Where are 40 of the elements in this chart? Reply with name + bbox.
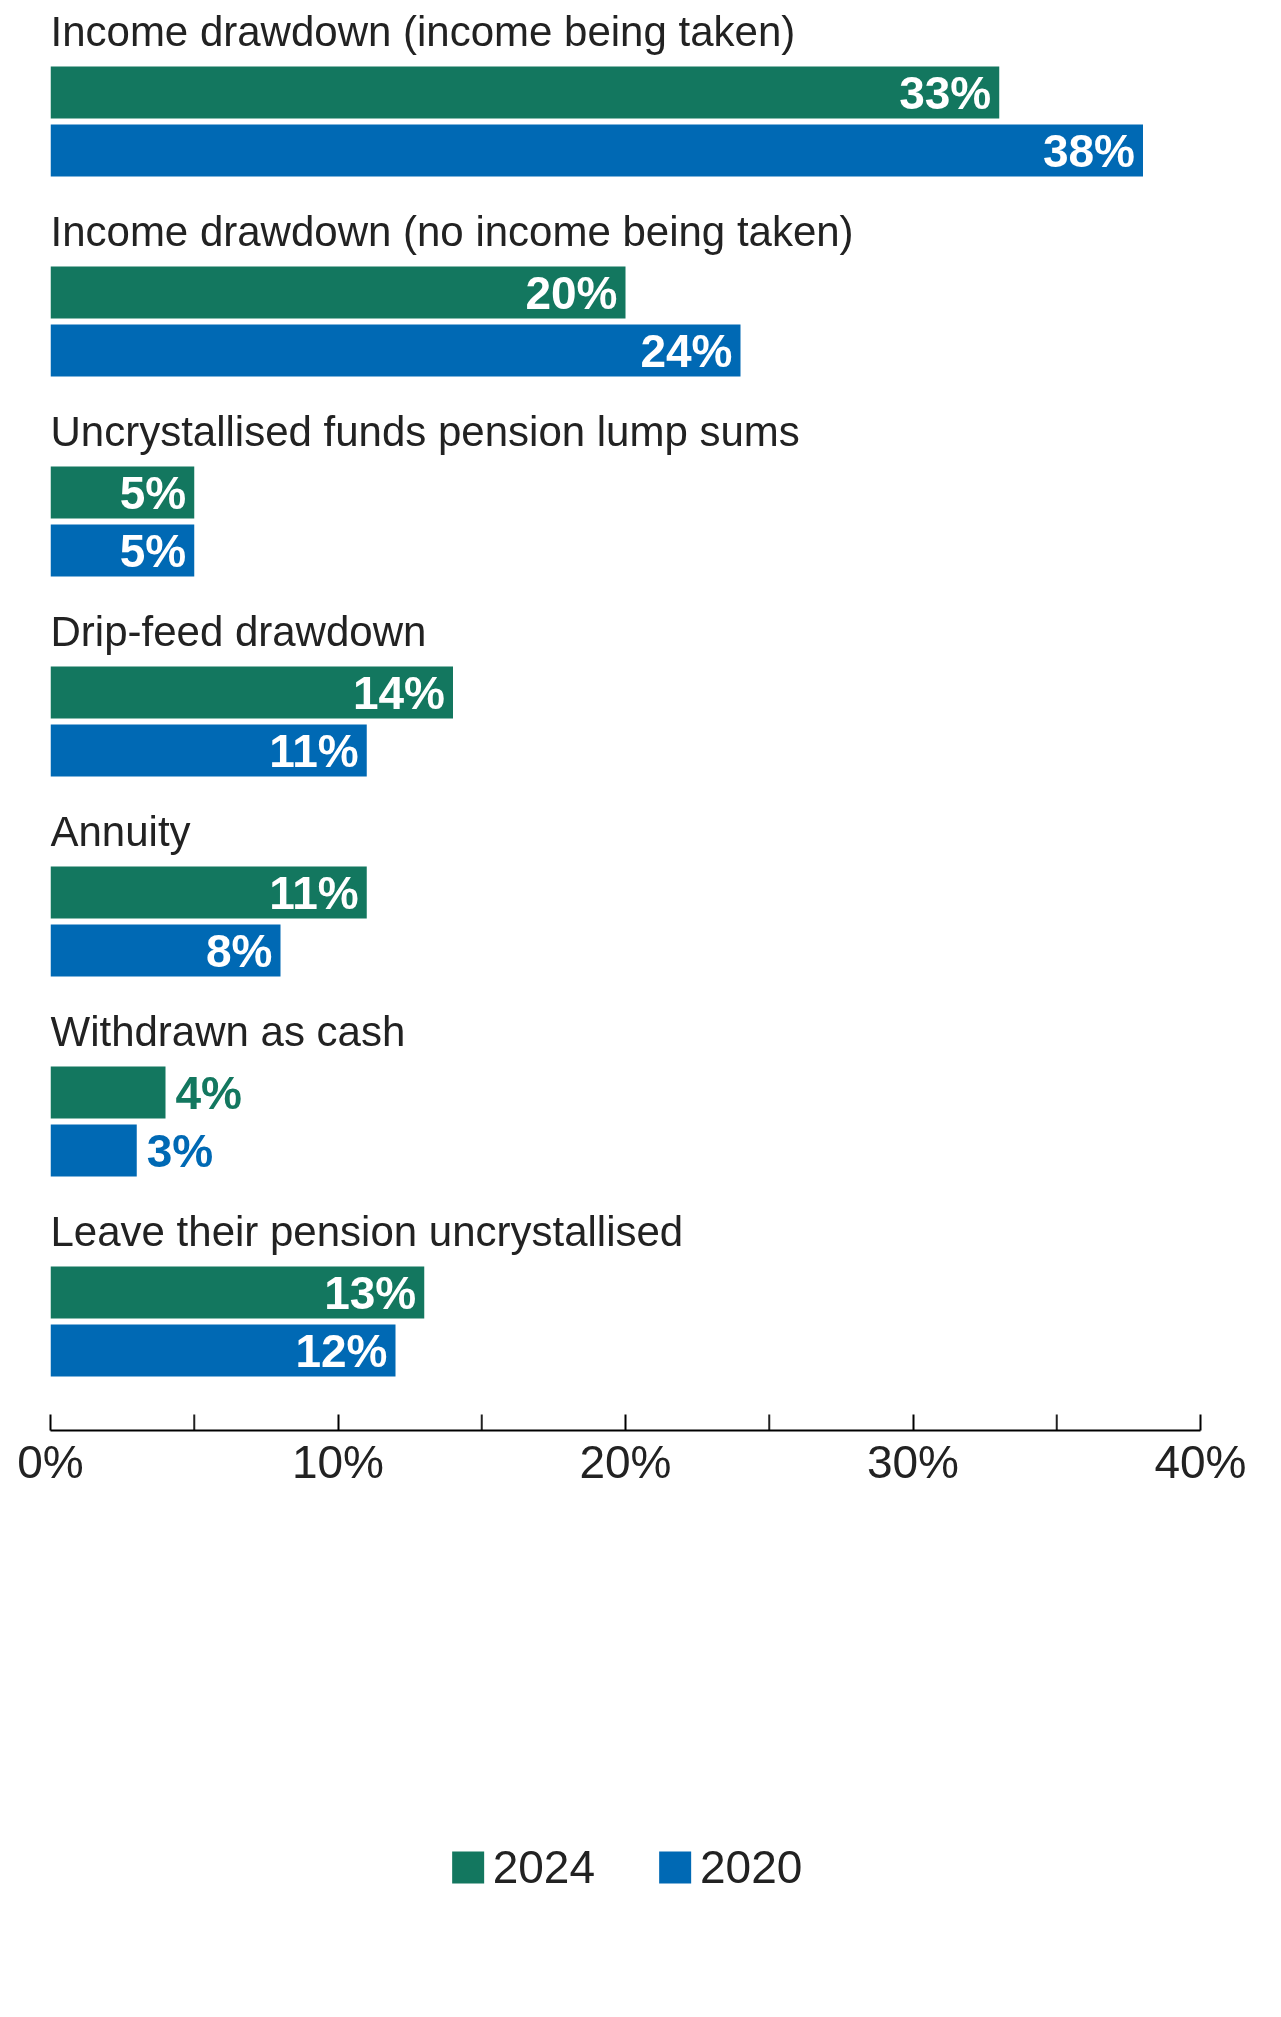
y-tick-label: Drip-feed drawdown xyxy=(50,607,427,655)
data-label: 14% xyxy=(352,666,446,719)
y-tick-label: Uncrystallised funds pension lump sums xyxy=(50,407,800,455)
x-tick-label: 40% xyxy=(1154,1435,1247,1488)
bar xyxy=(50,324,741,377)
bar xyxy=(50,666,453,719)
data-label: 12% xyxy=(295,1324,388,1377)
x-tick-label: 30% xyxy=(866,1435,960,1488)
bar xyxy=(50,266,626,319)
x-tick-label: 20% xyxy=(579,1435,672,1488)
x-tick-label: 10% xyxy=(291,1435,385,1488)
bar xyxy=(50,1066,166,1119)
y-tick-label: Leave their pension uncrystallised xyxy=(50,1207,684,1255)
data-label: 24% xyxy=(640,324,733,377)
bar xyxy=(50,1324,396,1377)
data-label: 5% xyxy=(119,466,187,519)
bar xyxy=(50,724,367,777)
data-label: 5% xyxy=(119,524,187,577)
legend-label: 2020 xyxy=(700,1839,803,1894)
data-label: 11% xyxy=(269,866,359,919)
data-label: 11% xyxy=(269,724,359,777)
data-label: 3% xyxy=(146,1124,214,1177)
data-label: 20% xyxy=(525,266,618,319)
bar xyxy=(50,1266,425,1319)
y-tick-label: Withdrawn as cash xyxy=(50,1007,406,1055)
y-tick-label: Income drawdown (income being taken) xyxy=(50,7,796,55)
bar xyxy=(50,866,367,919)
bar xyxy=(50,924,281,977)
data-label: 33% xyxy=(899,66,992,119)
data-label: 38% xyxy=(1042,124,1136,177)
bar xyxy=(50,1124,137,1177)
y-tick-label: Income drawdown (no income being taken) xyxy=(50,207,854,255)
bar xyxy=(50,66,1000,119)
data-label: 4% xyxy=(175,1066,242,1119)
data-label: 8% xyxy=(206,924,273,977)
x-tick-label: 0% xyxy=(17,1435,84,1488)
data-label: 13% xyxy=(324,1266,417,1319)
legend-label: 2024 xyxy=(492,1839,595,1894)
bar xyxy=(50,124,1143,177)
y-tick-label: Annuity xyxy=(50,807,191,855)
